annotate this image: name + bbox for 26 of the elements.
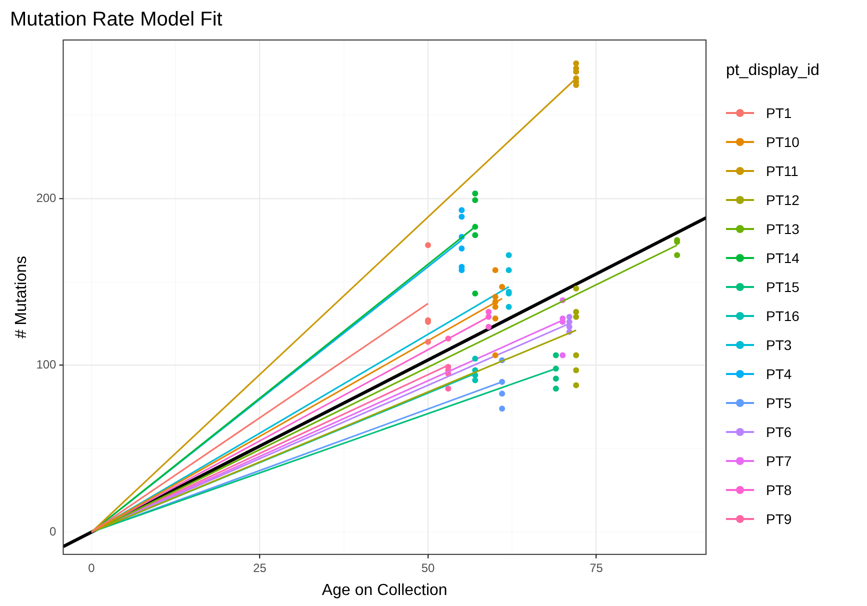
legend-label: PT1 <box>766 104 792 120</box>
y-tick-label: 200 <box>36 190 57 205</box>
legend-label: PT10 <box>766 134 800 150</box>
legend-label: PT12 <box>766 192 800 208</box>
legend-label: PT4 <box>766 366 792 382</box>
x-tick-label: 50 <box>421 560 436 575</box>
x-tick-label: 0 <box>88 560 96 575</box>
legend-label: PT6 <box>766 424 792 440</box>
legend-title: pt_display_id <box>726 62 820 80</box>
y-axis-title: # Mutations <box>13 256 30 339</box>
legend-label: PT16 <box>766 308 800 324</box>
legend-label: PT3 <box>766 336 792 352</box>
legend-label: PT13 <box>766 220 800 236</box>
legend-label: PT8 <box>766 482 792 498</box>
x-axis-title: Age on Collection <box>322 582 448 599</box>
y-tick-label: 100 <box>36 358 57 372</box>
legend-label: PT9 <box>766 510 792 526</box>
x-tick-label: 75 <box>590 560 604 575</box>
legend-label: PT15 <box>766 278 800 294</box>
legend-label: PT7 <box>766 452 792 468</box>
legend-label: PT14 <box>766 250 800 266</box>
legend-label: PT11 <box>766 162 798 178</box>
chart-title: Mutation Rate Model Fit <box>10 8 223 31</box>
y-tick-label: 0 <box>50 524 57 538</box>
x-tick-label: 25 <box>253 560 267 575</box>
legend-label: PT5 <box>766 394 792 410</box>
